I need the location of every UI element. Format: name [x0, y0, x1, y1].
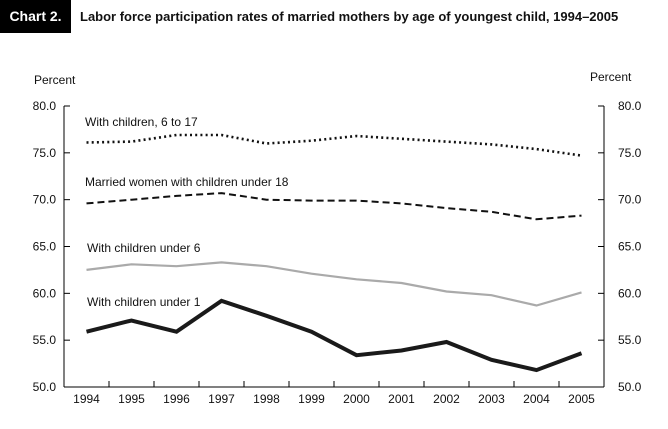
- series-label-2: Married women with children under 18: [85, 175, 289, 189]
- y-tick-label-left: 75.0: [33, 146, 57, 160]
- y-tick-label-left: 60.0: [33, 286, 57, 300]
- x-tick-label: 2002: [433, 392, 460, 406]
- series-label-4: With children under 1: [87, 295, 201, 309]
- chart-title: Labor force participation rates of marri…: [80, 9, 619, 24]
- y-tick-label-left: 65.0: [33, 240, 57, 254]
- y-axis-title-right: Percent: [590, 70, 632, 84]
- x-tick-label: 1997: [208, 392, 235, 406]
- axes: 50.0 50.0 55.0 55.0 60.0 60.0 65.0 65.0 70.0 70.0…: [33, 70, 642, 406]
- series-label-1: With children, 6 to 17: [85, 115, 198, 129]
- y-tick-label-left: 55.0: [33, 333, 57, 347]
- x-tick-label: 2003: [478, 392, 505, 406]
- series-line-4: [86, 298, 583, 373]
- series-labels: With children, 6 to 17 Married women with…: [85, 115, 289, 309]
- y-tick-label-left: 80.0: [33, 99, 57, 113]
- x-tick-label: 1998: [253, 392, 280, 406]
- x-tick-label: 2004: [523, 392, 550, 406]
- x-tick-label: 1995: [118, 392, 145, 406]
- series-line-3: [86, 261, 582, 307]
- series-layer: [86, 133, 583, 373]
- y-tick-label-right: 50.0: [618, 380, 642, 394]
- x-tick-label: 2005: [568, 392, 595, 406]
- series-line-1: [86, 133, 582, 157]
- y-tick-label-left: 70.0: [33, 193, 57, 207]
- series-label-3: With children under 6: [87, 241, 201, 255]
- x-tick-label: 1999: [298, 392, 325, 406]
- chart-number-label: Chart 2.: [0, 0, 71, 33]
- y-tick-label-left: 50.0: [33, 380, 57, 394]
- x-tick-label: 1994: [73, 392, 100, 406]
- x-tick-label: 2000: [343, 392, 370, 406]
- y-tick-label-right: 60.0: [618, 286, 642, 300]
- x-tick-label: 2001: [388, 392, 415, 406]
- y-tick-label-right: 80.0: [618, 99, 642, 113]
- y-tick-label-right: 70.0: [618, 193, 642, 207]
- y-axis-title-left: Percent: [34, 73, 76, 87]
- y-tick-label-right: 55.0: [618, 333, 642, 347]
- y-tick-label-right: 75.0: [618, 146, 642, 160]
- series-line-2: [86, 192, 582, 221]
- y-tick-label-right: 65.0: [618, 240, 642, 254]
- x-tick-label: 1996: [163, 392, 190, 406]
